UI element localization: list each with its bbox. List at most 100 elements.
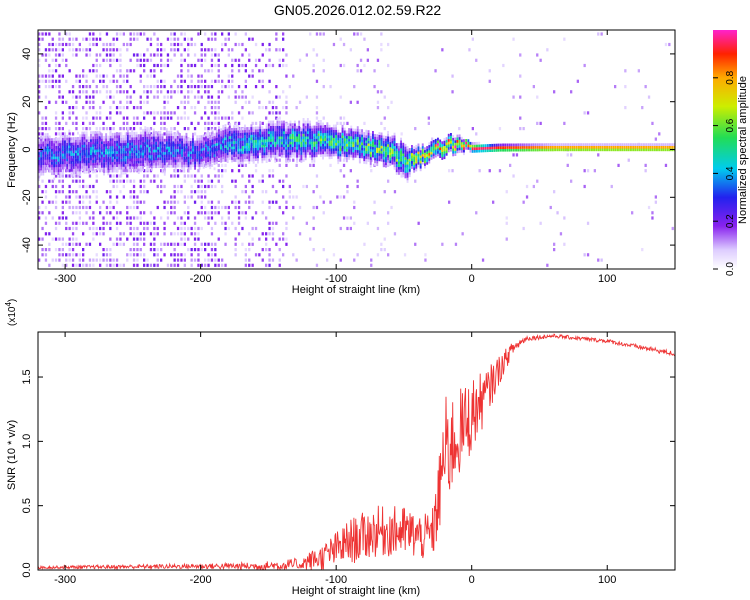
heatmap-cell	[604, 148, 606, 152]
heatmap-cell	[116, 132, 118, 136]
heatmap-cell	[348, 146, 350, 150]
heatmap-cell	[370, 263, 373, 267]
heatmap-cell	[143, 258, 146, 262]
heatmap-cell	[257, 160, 259, 164]
heatmap-cell	[40, 154, 43, 158]
heatmap-cell	[133, 134, 136, 138]
heatmap-cell	[313, 125, 316, 129]
heatmap-cell	[233, 127, 236, 131]
heatmap-cell	[547, 145, 550, 149]
heatmap-cell	[354, 152, 357, 156]
heatmap-cell	[306, 118, 309, 121]
heatmap-cell	[339, 95, 342, 99]
heatmap-cell	[207, 127, 210, 131]
heatmap-cell	[395, 156, 398, 160]
heatmap-cell	[137, 147, 140, 151]
heatmap-cell	[267, 128, 270, 132]
heatmap-cell	[528, 143, 530, 147]
heatmap-cell	[387, 138, 389, 142]
heatmap-cell	[102, 258, 105, 262]
heatmap-cell	[389, 147, 392, 150]
heatmap-cell	[176, 253, 180, 257]
colorbar-ticks: 0.00.20.40.60.8	[713, 70, 736, 276]
heatmap-cell	[112, 48, 115, 52]
heatmap-cell	[478, 147, 481, 150]
heatmap-cell	[404, 164, 407, 168]
heatmap-cell	[309, 149, 311, 153]
heatmap-cell	[129, 100, 132, 104]
heatmap-cell	[85, 221, 88, 225]
heatmap-cell	[408, 166, 411, 170]
heatmap-cell	[311, 138, 314, 142]
heatmap-cell	[445, 152, 448, 156]
heatmap-cell	[640, 145, 643, 149]
heatmap-cell	[148, 141, 151, 145]
heatmap-cell	[538, 143, 541, 147]
heatmap-cell	[105, 211, 109, 215]
heatmap-cell	[150, 136, 153, 140]
heatmap-cell	[200, 158, 203, 162]
heatmap-cell	[90, 139, 92, 142]
heatmap-cell	[61, 148, 64, 151]
heatmap-cell	[174, 143, 177, 147]
heatmap-cell	[246, 142, 249, 146]
heatmap-cell	[237, 153, 240, 157]
heatmap-cell	[350, 141, 353, 145]
heatmap-cell	[55, 156, 58, 160]
heatmap-cell	[118, 140, 121, 144]
heatmap-cell	[432, 147, 435, 151]
heatmap-cell	[44, 159, 47, 163]
heatmap-cell	[272, 123, 275, 126]
heatmap-cell	[593, 148, 595, 152]
heatmap-cell	[176, 184, 180, 189]
heatmap-cell	[231, 149, 233, 152]
heatmap-cell	[70, 155, 73, 159]
heatmap-cell	[369, 154, 372, 157]
heatmap-cell	[58, 237, 61, 241]
heatmap-cell	[70, 142, 73, 146]
heatmap-cell	[356, 139, 359, 143]
heatmap-cell	[393, 132, 396, 136]
heatmap-cell	[71, 226, 75, 231]
heatmap-cell	[330, 145, 333, 149]
heatmap-cell	[176, 162, 179, 165]
heatmap-cell	[92, 237, 95, 241]
heatmap-cell	[367, 140, 370, 144]
heatmap-cell	[68, 158, 71, 162]
heatmap-cell	[372, 154, 374, 158]
heatmap-cell	[119, 74, 122, 78]
heatmap-cell	[149, 58, 153, 62]
heatmap-cell	[274, 136, 277, 140]
heatmap-cell	[159, 154, 162, 158]
heatmap-cell	[244, 69, 247, 73]
heatmap-cell	[258, 100, 261, 104]
heatmap-cell	[51, 74, 54, 78]
heatmap-cell	[59, 153, 62, 157]
heatmap-cell	[268, 248, 271, 252]
heatmap-cell	[298, 146, 301, 150]
heatmap-cell	[209, 145, 212, 148]
heatmap-cell	[215, 150, 218, 154]
heatmap-cell	[51, 179, 54, 183]
heatmap-cell	[149, 85, 153, 89]
heatmap-cell	[112, 216, 115, 220]
heatmap-cell	[237, 221, 241, 225]
heatmap-cell	[640, 143, 643, 146]
heatmap-cell	[193, 132, 197, 136]
heatmap-cell	[172, 143, 175, 147]
heatmap-cell	[270, 154, 272, 158]
heatmap-cell	[75, 48, 78, 52]
heatmap-cell	[83, 144, 86, 148]
heatmap-cell	[126, 106, 129, 110]
heatmap-cell	[71, 179, 75, 183]
heatmap-cell	[254, 152, 257, 156]
heatmap-cell	[291, 128, 294, 132]
heatmap-cell	[57, 169, 60, 173]
heatmap-cell	[174, 149, 177, 152]
heatmap-cell	[38, 37, 41, 41]
heatmap-cell	[226, 144, 229, 148]
heatmap-cell	[146, 58, 149, 62]
heatmap-cell	[58, 53, 61, 57]
heatmap-cell	[406, 177, 409, 181]
heatmap-cell	[391, 146, 394, 149]
